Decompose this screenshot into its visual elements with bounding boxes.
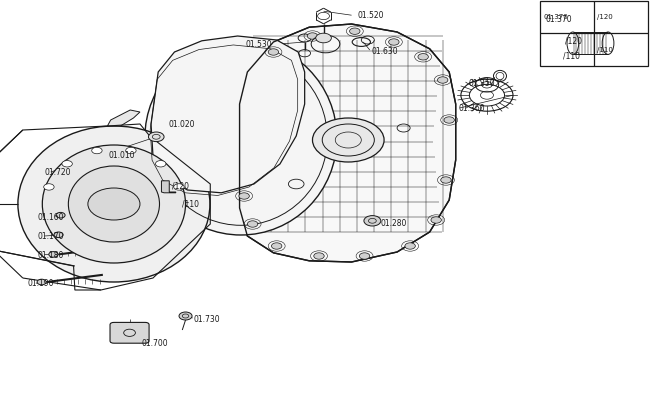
Polygon shape [240, 24, 456, 262]
Ellipse shape [18, 126, 210, 282]
Text: 01.520: 01.520 [357, 12, 384, 20]
Ellipse shape [68, 166, 159, 242]
Text: /120: /120 [172, 182, 189, 190]
Circle shape [92, 147, 102, 154]
Circle shape [239, 193, 249, 199]
Circle shape [37, 279, 46, 285]
Text: 01.160: 01.160 [38, 214, 64, 222]
Circle shape [314, 253, 324, 259]
Text: 01.700: 01.700 [142, 340, 169, 348]
Text: /110: /110 [182, 200, 199, 208]
Circle shape [44, 184, 54, 190]
Text: 01.180: 01.180 [38, 251, 64, 260]
Circle shape [54, 232, 63, 238]
Circle shape [148, 132, 164, 142]
Circle shape [126, 147, 136, 154]
Polygon shape [151, 36, 305, 193]
Circle shape [350, 28, 360, 34]
Circle shape [49, 252, 58, 257]
Circle shape [312, 118, 384, 162]
Circle shape [174, 184, 184, 190]
Ellipse shape [42, 145, 186, 263]
Circle shape [247, 221, 258, 227]
Polygon shape [161, 181, 176, 193]
Circle shape [316, 33, 331, 43]
Circle shape [56, 212, 65, 218]
Circle shape [444, 117, 454, 123]
Text: 01.170: 01.170 [38, 232, 64, 241]
Text: 01.020: 01.020 [169, 120, 195, 129]
Circle shape [418, 54, 428, 60]
Text: 01.730: 01.730 [194, 315, 221, 324]
Text: /120: /120 [598, 14, 613, 20]
Text: 01.720: 01.720 [44, 168, 71, 177]
Circle shape [88, 188, 140, 220]
Circle shape [441, 177, 451, 183]
Circle shape [405, 243, 415, 249]
Circle shape [359, 253, 370, 259]
Text: 01.010: 01.010 [109, 151, 135, 160]
FancyBboxPatch shape [110, 322, 149, 343]
Text: 01.190: 01.190 [27, 280, 54, 288]
Text: 01.370: 01.370 [544, 14, 568, 20]
Circle shape [62, 160, 72, 167]
Text: 01.630: 01.630 [371, 48, 398, 56]
Circle shape [271, 243, 282, 249]
Circle shape [431, 217, 441, 223]
Text: /110: /110 [563, 52, 580, 60]
Circle shape [307, 33, 318, 39]
Text: 01.530: 01.530 [245, 40, 272, 49]
Polygon shape [107, 110, 140, 126]
Text: /120: /120 [565, 36, 582, 45]
Text: 01.280: 01.280 [380, 220, 407, 228]
Circle shape [480, 91, 493, 99]
Circle shape [179, 312, 192, 320]
Text: 01.350: 01.350 [469, 80, 495, 88]
Circle shape [389, 39, 399, 45]
Text: /110: /110 [598, 47, 613, 53]
Circle shape [364, 216, 381, 226]
Text: 01.370: 01.370 [546, 16, 572, 24]
Circle shape [437, 77, 448, 83]
Text: 01.360: 01.360 [459, 104, 486, 113]
Circle shape [156, 160, 166, 167]
Ellipse shape [145, 41, 337, 235]
Circle shape [268, 49, 279, 55]
